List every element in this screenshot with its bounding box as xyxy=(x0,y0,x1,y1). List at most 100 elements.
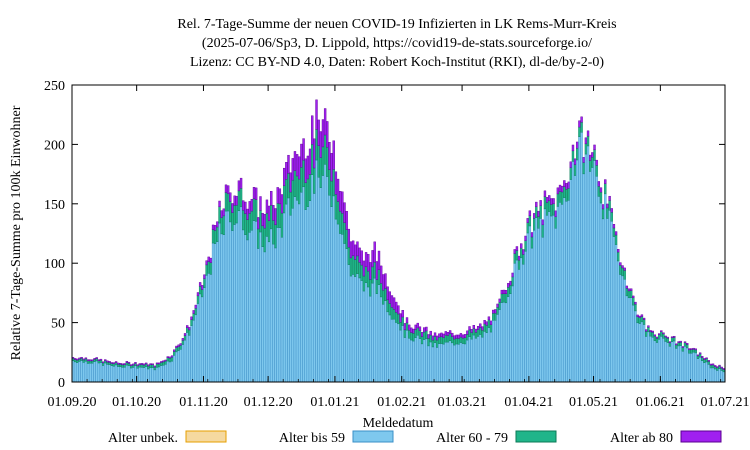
bar-series-1 xyxy=(78,361,81,383)
bar-series-3 xyxy=(218,200,221,208)
bar-series-3 xyxy=(82,358,85,361)
bar-series-3 xyxy=(388,291,391,304)
bar-series-1 xyxy=(612,236,616,383)
bar-series-1 xyxy=(214,243,217,383)
bar-series-1 xyxy=(535,217,538,383)
bar-series-1 xyxy=(705,361,708,383)
bar-series-3 xyxy=(267,205,271,221)
bar-series-1 xyxy=(196,303,200,383)
bar-series-3 xyxy=(571,144,575,152)
bar-series-2 xyxy=(543,196,547,210)
bar-series-3 xyxy=(157,362,161,365)
bar-series-2 xyxy=(132,364,135,368)
bar-series-1 xyxy=(201,296,204,383)
bar-series-2 xyxy=(466,334,469,341)
bar-series-2 xyxy=(524,240,527,252)
bar-series-1 xyxy=(244,234,247,383)
bar-series-2 xyxy=(711,364,715,369)
bar-series-1 xyxy=(183,339,187,383)
bar-series-3 xyxy=(272,205,275,221)
bar-series-1 xyxy=(664,341,667,383)
bar-series-3 xyxy=(313,138,316,169)
bar-series-2 xyxy=(147,365,150,370)
bar-series-2 xyxy=(86,360,90,364)
bar-series-3 xyxy=(302,138,305,161)
bar-series-2 xyxy=(216,226,219,242)
bar-series-3 xyxy=(636,314,639,317)
bar-series-2 xyxy=(416,327,419,336)
bar-series-3 xyxy=(222,208,226,217)
bar-series-3 xyxy=(601,204,605,210)
bar-series-2 xyxy=(250,210,254,231)
bar-series-2 xyxy=(653,335,657,341)
bar-series-1 xyxy=(653,340,657,383)
bar-series-1 xyxy=(82,362,85,383)
bar-series-1 xyxy=(621,275,624,383)
bar-series-1 xyxy=(696,358,700,383)
bar-series-1 xyxy=(73,361,77,383)
bar-series-2 xyxy=(584,143,588,155)
bar-series-3 xyxy=(425,326,428,332)
bar-series-2 xyxy=(345,229,348,249)
bar-series-1 xyxy=(390,319,394,383)
bar-series-1 xyxy=(362,290,366,383)
bar-series-1 xyxy=(657,339,661,383)
bar-series-3 xyxy=(683,341,687,344)
bar-series-2 xyxy=(670,337,674,342)
bar-series-3 xyxy=(681,346,685,348)
plot-frame xyxy=(71,84,726,383)
bar-series-2 xyxy=(688,349,691,354)
bar-series-3 xyxy=(95,357,98,359)
bar-series-3 xyxy=(119,363,122,365)
bar-series-2 xyxy=(358,262,361,279)
bar-series-1 xyxy=(265,236,269,383)
bar-series-3 xyxy=(526,218,529,223)
bar-series-2 xyxy=(468,329,471,337)
bar-series-1 xyxy=(513,263,516,383)
bar-series-1 xyxy=(451,342,454,383)
bar-series-2 xyxy=(517,259,521,270)
bar-series-1 xyxy=(604,193,607,383)
bar-series-2 xyxy=(231,212,234,231)
bar-series-3 xyxy=(384,273,387,289)
bar-series-3 xyxy=(78,357,81,360)
bar-series-2 xyxy=(308,174,312,201)
bar-series-1 xyxy=(149,367,152,383)
bar-series-1 xyxy=(123,367,126,383)
bar-series-2 xyxy=(326,146,329,177)
bar-series-1 xyxy=(507,296,510,383)
bar-series-1 xyxy=(354,276,357,383)
bar-series-2 xyxy=(455,338,458,345)
bar-series-1 xyxy=(108,364,111,383)
bar-series-3 xyxy=(567,181,570,189)
bar-series-2 xyxy=(492,313,495,321)
bar-series-1 xyxy=(573,175,577,383)
bar-series-3 xyxy=(395,301,398,313)
bar-series-1 xyxy=(388,314,391,383)
bar-series-2 xyxy=(276,203,279,228)
bar-series-2 xyxy=(173,351,176,356)
bar-series-3 xyxy=(410,327,413,333)
bar-series-3 xyxy=(558,184,562,192)
bar-series-1 xyxy=(285,203,288,383)
bar-series-1 xyxy=(375,293,379,383)
bar-series-2 xyxy=(425,330,428,340)
bar-series-2 xyxy=(632,297,635,306)
bar-series-2 xyxy=(513,253,516,264)
bar-series-2 xyxy=(545,202,549,216)
bar-series-3 xyxy=(112,362,116,364)
bar-series-3 xyxy=(332,140,335,170)
bar-series-2 xyxy=(509,284,512,294)
bar-series-2 xyxy=(222,215,226,235)
bar-series-2 xyxy=(336,201,340,225)
bar-series-1 xyxy=(127,365,131,383)
bar-series-1 xyxy=(690,353,693,383)
bar-series-1 xyxy=(666,342,669,383)
bar-series-2 xyxy=(638,317,641,324)
bar-series-1 xyxy=(599,202,603,383)
bar-series-1 xyxy=(293,196,297,383)
bar-series-3 xyxy=(261,212,264,227)
bar-series-2 xyxy=(494,312,497,321)
bar-series-2 xyxy=(220,217,223,235)
